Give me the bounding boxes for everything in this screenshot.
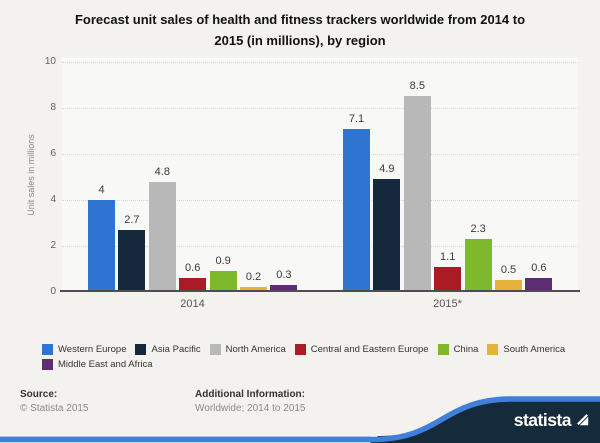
bar-2014-central-and-eastern-europe — [179, 278, 207, 292]
bar-value-label: 0.5 — [500, 264, 517, 276]
plot-area: 4 7.1 2.7 4.9 4.8 8.5 0.6 1.1 0.9 2.3 0.2 0.5 0.3 0.6 — [62, 57, 578, 292]
bar-value-label: 2.3 — [470, 223, 486, 235]
bar-2015-south-america — [495, 280, 522, 292]
legend-item-china: China — [437, 344, 479, 355]
bar-value-label: 0.6 — [531, 262, 547, 274]
legend-swatch — [42, 344, 53, 355]
y-tick-label-4: 4 — [50, 194, 56, 205]
bar-2015-asia-pacific — [373, 179, 401, 292]
additional-info-label: Additional Information: — [195, 389, 305, 400]
footer-ribbon-graphic — [0, 396, 600, 443]
y-tick-label-0: 0 — [50, 286, 56, 297]
statista-logo-icon — [577, 413, 589, 425]
bar-value-label: 0.2 — [245, 271, 262, 283]
y-tick-label-2: 2 — [50, 240, 56, 251]
chart-title-line2: 2015 (in millions), by region — [214, 33, 386, 48]
bar-value-label: 0.6 — [185, 262, 201, 274]
source-label: Source: — [20, 389, 58, 400]
legend-label: China — [453, 344, 479, 355]
bar-2014-western-europe — [88, 200, 115, 292]
legend-label: South America — [503, 344, 566, 355]
legend-item-central-and-eastern-europe: Central and Eastern Europe — [294, 344, 429, 355]
source-value: © Statista 2015 — [20, 403, 89, 414]
legend-swatch — [42, 359, 53, 370]
x-category-label-2014: 2014 — [180, 298, 205, 310]
legend-swatch — [135, 344, 147, 355]
bar-2014-north-america — [148, 182, 176, 292]
legend-label: Western Europe — [58, 344, 127, 355]
legend-item-western-europe: Western Europe — [42, 344, 126, 355]
bar-2014-china — [209, 271, 237, 292]
legend-label: Central and Eastern Europe — [310, 344, 429, 355]
x-category-label-2015: 2015* — [433, 298, 462, 310]
gridline-y-6 — [62, 154, 578, 155]
additional-info-value: Worldwide; 2014 to 2015 — [195, 403, 306, 414]
x-axis-line — [60, 290, 580, 292]
bar-value-label: 4.8 — [154, 166, 170, 178]
gridline-y-2 — [62, 246, 578, 247]
legend-item-asia-pacific: Asia Pacific — [135, 344, 201, 355]
legend-label: North America — [225, 344, 286, 355]
bar-value-label: 4 — [98, 184, 105, 196]
y-tick-label-10: 10 — [44, 56, 56, 67]
y-tick-label-8: 8 — [50, 102, 56, 113]
bar-2015-central-and-eastern-europe — [434, 267, 462, 292]
legend-swatch — [294, 344, 306, 355]
chart-title: Forecast unit sales of health and fitnes… — [0, 9, 600, 51]
bar-2015-china — [464, 239, 492, 292]
bar-2014-south-america — [240, 287, 267, 292]
bar-value-label: 0.3 — [276, 269, 292, 281]
legend-item-middle-east-and-africa: Middle East and Africa — [42, 359, 153, 370]
footer-navy-shape — [370, 401, 600, 443]
bar-2015-north-america — [403, 96, 431, 292]
bar-value-label: 2.7 — [124, 214, 140, 226]
bar-value-label: 7.1 — [348, 113, 365, 125]
gridline-y-10 — [62, 62, 578, 63]
legend-label: Asia Pacific — [151, 344, 201, 355]
gridline-y-4 — [62, 200, 578, 201]
additional-info-block: Additional Information: Worldwide; 2014 … — [195, 389, 305, 414]
footer-blue-ribbon — [0, 396, 600, 443]
y-axis-title: Unit sales in millions — [26, 134, 36, 216]
gridline-y-8 — [62, 108, 578, 109]
legend-swatch — [209, 344, 221, 355]
bar-2015-middle-east-and-africa — [525, 278, 553, 292]
bar-value-label: 0.9 — [215, 255, 231, 267]
bar-2014-middle-east-and-africa — [270, 285, 298, 292]
statista-logo: statista — [514, 405, 591, 435]
statista-wordmark: statista — [513, 409, 572, 430]
legend-label: Middle East and Africa — [58, 359, 153, 370]
chart-title-line1: Forecast unit sales of health and fitnes… — [74, 12, 526, 27]
legend: Western Europe Asia Pacific North America C… — [42, 344, 594, 370]
source-block: Source: © Statista 2015 — [20, 389, 89, 414]
bar-value-label: 8.5 — [409, 80, 425, 92]
bar-value-label: 4.9 — [379, 163, 395, 175]
legend-item-south-america: South America — [487, 344, 565, 355]
legend-item-north-america: North America — [209, 344, 286, 355]
legend-swatch — [437, 344, 449, 355]
bar-value-label: 1.1 — [440, 251, 456, 263]
bar-2015-western-europe — [343, 129, 370, 292]
y-tick-label-6: 6 — [50, 148, 56, 159]
legend-swatch — [487, 344, 499, 355]
bar-2014-asia-pacific — [118, 230, 146, 292]
